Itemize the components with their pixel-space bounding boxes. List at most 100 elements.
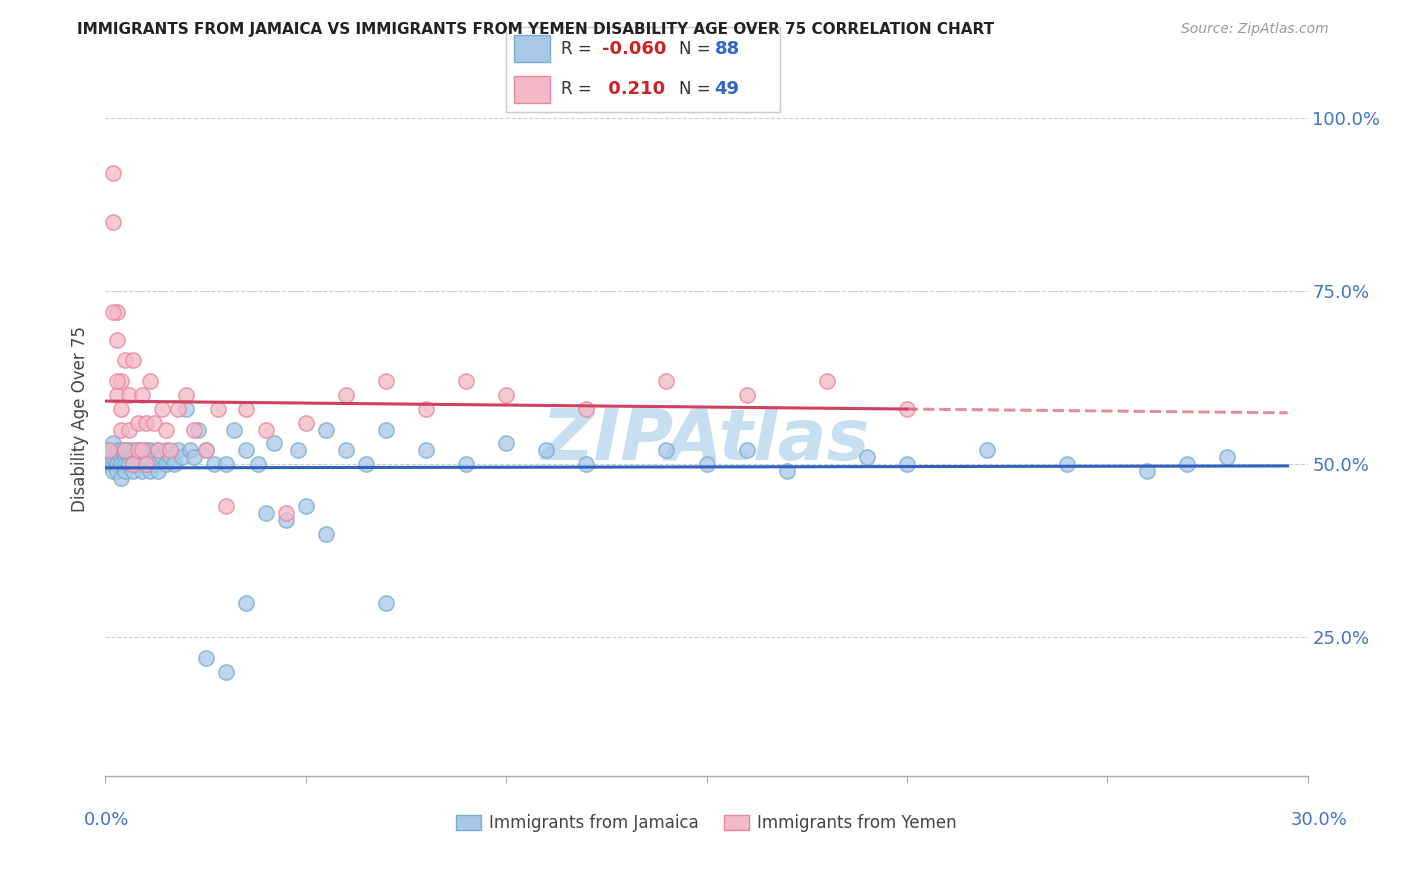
Point	[118, 457, 141, 471]
Text: -0.060: -0.060	[602, 40, 666, 58]
Point	[114, 443, 136, 458]
Point	[135, 416, 157, 430]
Point	[179, 443, 201, 458]
Point	[107, 457, 129, 471]
Point	[131, 457, 153, 471]
Point	[295, 499, 318, 513]
Point	[110, 374, 132, 388]
Point	[122, 464, 145, 478]
Point	[263, 436, 285, 450]
Point	[107, 374, 129, 388]
Point	[166, 443, 188, 458]
Point	[254, 506, 277, 520]
Point	[1136, 464, 1159, 478]
Text: IMMIGRANTS FROM JAMAICA VS IMMIGRANTS FROM YEMEN DISABILITY AGE OVER 75 CORRELAT: IMMIGRANTS FROM JAMAICA VS IMMIGRANTS FR…	[77, 22, 994, 37]
Point	[735, 388, 758, 402]
Point	[194, 651, 217, 665]
Point	[194, 443, 217, 458]
Point	[135, 450, 157, 465]
Point	[110, 471, 132, 485]
Text: 0.0%: 0.0%	[84, 811, 129, 829]
Point	[114, 464, 136, 478]
Point	[183, 423, 205, 437]
Point	[142, 457, 165, 471]
Point	[254, 423, 277, 437]
Point	[375, 374, 398, 388]
Point	[235, 401, 257, 416]
Point	[118, 450, 141, 465]
Point	[135, 457, 157, 471]
Point	[142, 416, 165, 430]
Point	[735, 443, 758, 458]
Point	[98, 443, 121, 458]
Point	[335, 443, 357, 458]
Point	[235, 596, 257, 610]
Point	[575, 401, 598, 416]
Point	[575, 457, 598, 471]
Point	[174, 401, 197, 416]
Point	[110, 401, 132, 416]
Point	[170, 450, 193, 465]
Point	[122, 450, 145, 465]
Point	[375, 423, 398, 437]
Point	[174, 388, 197, 402]
FancyBboxPatch shape	[515, 36, 550, 62]
Point	[122, 353, 145, 368]
Point	[127, 416, 149, 430]
Point	[295, 416, 318, 430]
Point	[183, 450, 205, 465]
Point	[214, 457, 236, 471]
Point	[150, 450, 173, 465]
Text: N =: N =	[679, 40, 716, 58]
Point	[127, 457, 149, 471]
FancyBboxPatch shape	[515, 76, 550, 103]
Point	[1056, 457, 1078, 471]
Point	[855, 450, 877, 465]
Point	[118, 443, 141, 458]
Point	[98, 443, 121, 458]
Point	[222, 423, 245, 437]
Point	[103, 450, 125, 465]
Point	[107, 305, 129, 319]
Point	[127, 443, 149, 458]
Point	[415, 401, 437, 416]
Point	[235, 443, 257, 458]
Point	[131, 388, 153, 402]
Point	[495, 436, 517, 450]
Point	[138, 443, 160, 458]
Point	[335, 388, 357, 402]
Point	[415, 443, 437, 458]
Point	[207, 401, 229, 416]
Point	[118, 423, 141, 437]
Point	[110, 457, 132, 471]
Point	[98, 457, 121, 471]
Point	[107, 333, 129, 347]
Point	[495, 388, 517, 402]
Point	[655, 374, 678, 388]
Point	[131, 443, 153, 458]
Text: Source: ZipAtlas.com: Source: ZipAtlas.com	[1181, 22, 1329, 37]
Y-axis label: Disability Age Over 75: Disability Age Over 75	[72, 326, 90, 512]
Point	[896, 401, 918, 416]
Point	[138, 464, 160, 478]
Point	[456, 457, 478, 471]
Point	[122, 443, 145, 458]
Point	[131, 464, 153, 478]
Point	[150, 401, 173, 416]
Point	[214, 499, 236, 513]
Point	[246, 457, 269, 471]
Point	[146, 443, 169, 458]
Point	[162, 457, 184, 471]
Text: 88: 88	[714, 40, 740, 58]
Point	[122, 457, 145, 471]
Point	[103, 436, 125, 450]
Point	[127, 450, 149, 465]
Point	[107, 443, 129, 458]
Point	[214, 665, 236, 679]
Point	[194, 443, 217, 458]
Point	[114, 457, 136, 471]
Point	[155, 457, 177, 471]
Point	[122, 457, 145, 471]
Point	[114, 353, 136, 368]
Text: N =: N =	[679, 80, 716, 98]
